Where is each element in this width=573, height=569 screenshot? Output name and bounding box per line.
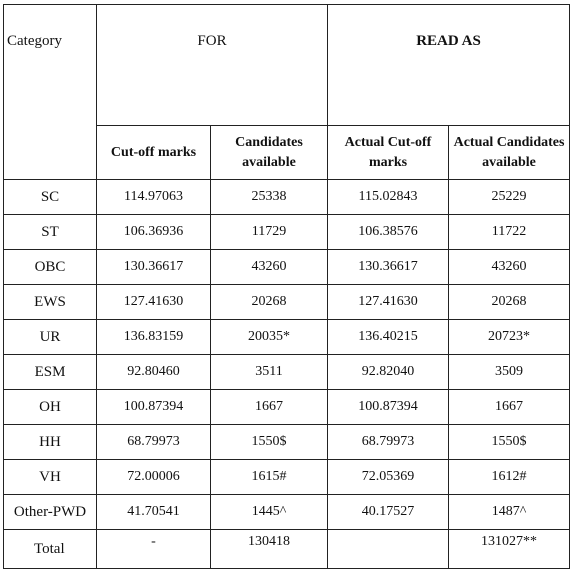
candidates-cell: 25338 <box>210 179 328 215</box>
actual-candidates-cell: 20268 <box>447 284 571 320</box>
actual-cutoff-cell: 130.36617 <box>327 249 449 285</box>
cutoff-correction-table: Category FOR READ AS Cut-off marks Candi… <box>3 4 571 569</box>
cutoff-header: Cut-off marks <box>96 125 211 180</box>
actual-cutoff-cell: 136.40215 <box>327 319 449 355</box>
total-actual-cutoff-cell <box>327 529 449 569</box>
candidates-cell: 1615# <box>210 459 328 495</box>
category-cell: UR <box>3 319 97 355</box>
category-cell: EWS <box>3 284 97 320</box>
candidates-cell: 20268 <box>210 284 328 320</box>
category-cell: ST <box>3 214 97 250</box>
actual-candidates-cell: 11722 <box>447 214 571 250</box>
category-cell: VH <box>3 459 97 495</box>
candidates-cell: 3511 <box>210 354 328 390</box>
actual-cutoff-header: Actual Cut-off marks <box>327 125 449 180</box>
total-category-cell: Total <box>3 529 97 569</box>
cutoff-cell: 100.87394 <box>96 389 211 425</box>
for-header: FOR <box>96 4 328 126</box>
category-cell: SC <box>3 179 97 215</box>
category-cell: ESM <box>3 354 97 390</box>
actual-candidates-cell: 1667 <box>447 389 571 425</box>
total-cutoff-cell: - <box>96 529 211 569</box>
actual-candidates-header: Actual Candidates available <box>447 125 571 180</box>
category-cell: HH <box>3 424 97 460</box>
actual-cutoff-cell: 100.87394 <box>327 389 449 425</box>
table-row: Other-PWD 41.70541 1445^ 40.17527 1487^ <box>3 494 571 530</box>
candidates-cell: 43260 <box>210 249 328 285</box>
actual-candidates-cell: 1612# <box>447 459 571 495</box>
cutoff-cell: 130.36617 <box>96 249 211 285</box>
column-header-row: Cut-off marks Candidates available Actua… <box>4 125 571 180</box>
cutoff-cell: 41.70541 <box>96 494 211 530</box>
actual-cutoff-cell: 106.38576 <box>327 214 449 250</box>
candidates-cell: 1445^ <box>210 494 328 530</box>
candidates-cell: 20035* <box>210 319 328 355</box>
candidates-cell: 11729 <box>210 214 328 250</box>
category-header: Category <box>3 4 97 180</box>
cutoff-cell: 114.97063 <box>96 179 211 215</box>
actual-candidates-cell: 3509 <box>447 354 571 390</box>
actual-candidates-cell: 1487^ <box>447 494 571 530</box>
actual-candidates-cell: 1550$ <box>447 424 571 460</box>
cutoff-cell: 72.00006 <box>96 459 211 495</box>
actual-candidates-cell: 43260 <box>447 249 571 285</box>
cutoff-cell: 92.80460 <box>96 354 211 390</box>
table-row: HH 68.79973 1550$ 68.79973 1550$ <box>3 424 571 460</box>
actual-cutoff-cell: 72.05369 <box>327 459 449 495</box>
candidates-header: Candidates available <box>210 125 328 180</box>
category-cell: OH <box>3 389 97 425</box>
table-row: OH 100.87394 1667 100.87394 1667 <box>3 389 571 425</box>
actual-candidates-cell: 25229 <box>447 179 571 215</box>
table-row: UR 136.83159 20035* 136.40215 20723* <box>3 319 571 355</box>
cutoff-cell: 136.83159 <box>96 319 211 355</box>
table-row: ESM 92.80460 3511 92.82040 3509 <box>3 354 571 390</box>
actual-cutoff-cell: 40.17527 <box>327 494 449 530</box>
actual-cutoff-cell: 92.82040 <box>327 354 449 390</box>
table-row: VH 72.00006 1615# 72.05369 1612# <box>3 459 571 495</box>
candidates-cell: 1550$ <box>210 424 328 460</box>
cutoff-cell: 68.79973 <box>96 424 211 460</box>
category-cell: Other-PWD <box>3 494 97 530</box>
table-row: EWS 127.41630 20268 127.41630 20268 <box>3 284 571 320</box>
cutoff-cell: 106.36936 <box>96 214 211 250</box>
actual-cutoff-cell: 127.41630 <box>327 284 449 320</box>
total-row: Total -130418 131027** <box>3 529 571 569</box>
table-row: ST 106.36936 11729 106.38576 11722 <box>3 214 571 250</box>
cutoff-cell: 127.41630 <box>96 284 211 320</box>
total-candidates-cell: 130418 <box>210 529 328 569</box>
actual-cutoff-cell: 115.02843 <box>327 179 449 215</box>
category-cell: OBC <box>3 249 97 285</box>
actual-cutoff-cell: 68.79973 <box>327 424 449 460</box>
read-as-header: READ AS <box>326 4 571 126</box>
group-header-row: Category FOR READ AS <box>3 4 571 180</box>
table-row: OBC 130.36617 43260 130.36617 43260 <box>3 249 571 285</box>
table-row: SC 114.97063 25338 115.02843 25229 <box>3 179 571 215</box>
actual-candidates-cell: 20723* <box>447 319 571 355</box>
total-actual-candidates-cell: 131027** <box>447 529 571 569</box>
candidates-cell: 1667 <box>210 389 328 425</box>
